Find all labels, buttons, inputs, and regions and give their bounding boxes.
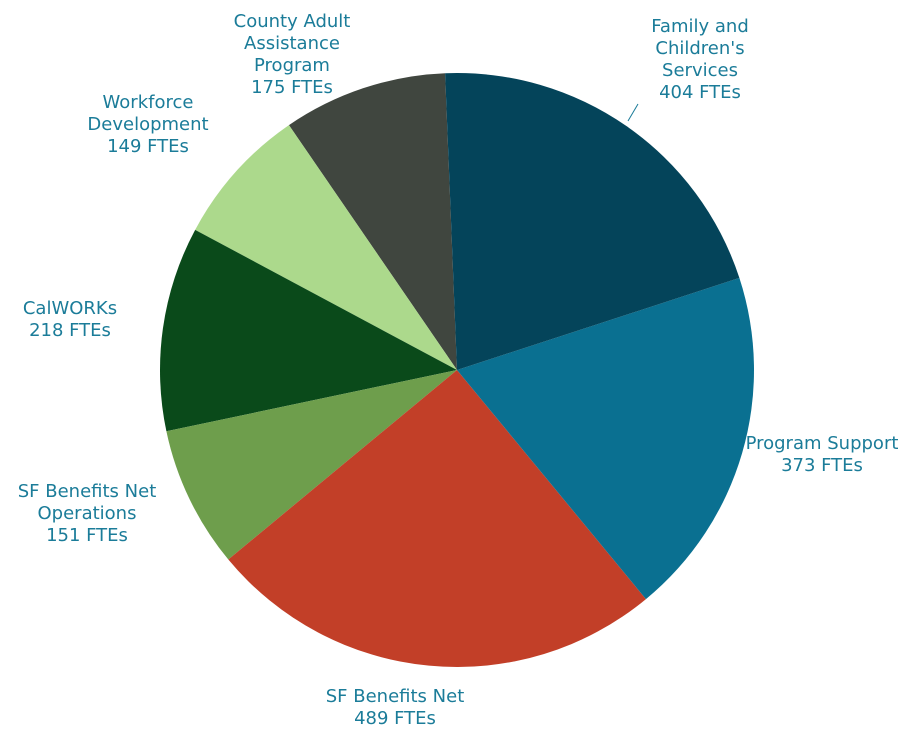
pie-slice [457, 277, 754, 600]
pie-slice [445, 73, 740, 370]
slice-label: Workforce Development 149 FTEs [78, 92, 218, 158]
slice-label: CalWORKs 218 FTEs [10, 298, 130, 342]
pie-slice [160, 229, 458, 432]
category-label: County Adult Assistance Program [233, 11, 351, 76]
pie-slice [228, 370, 646, 667]
slice-label: Family and Children's Services 404 FTEs [635, 16, 765, 104]
category-label: SF Benefits Net Operations [17, 481, 157, 524]
category-label: Program Support [745, 433, 899, 454]
slice-label: Program Support 373 FTEs [727, 433, 917, 477]
value-label: 175 FTEs [251, 77, 333, 98]
pie-slice [195, 125, 457, 370]
pie-slice [288, 73, 457, 371]
value-label: 149 FTEs [107, 136, 189, 157]
category-label: CalWORKs [22, 298, 118, 319]
slice-label: SF Benefits Net Operations 151 FTEs [2, 481, 172, 547]
category-label: Family and Children's Services [651, 16, 749, 81]
value-label: 151 FTEs [46, 525, 128, 546]
leader-line [627, 103, 639, 122]
value-label: 218 FTEs [29, 320, 111, 341]
category-label: SF Benefits Net [325, 686, 465, 707]
value-label: 404 FTEs [659, 82, 741, 103]
slice-label: SF Benefits Net 489 FTEs [295, 686, 495, 730]
category-label: Workforce Development [87, 92, 209, 135]
value-label: 489 FTEs [354, 708, 436, 729]
value-label: 373 FTEs [781, 455, 863, 476]
slice-label: County Adult Assistance Program 175 FTEs [217, 11, 367, 99]
pie-slice [166, 370, 457, 560]
